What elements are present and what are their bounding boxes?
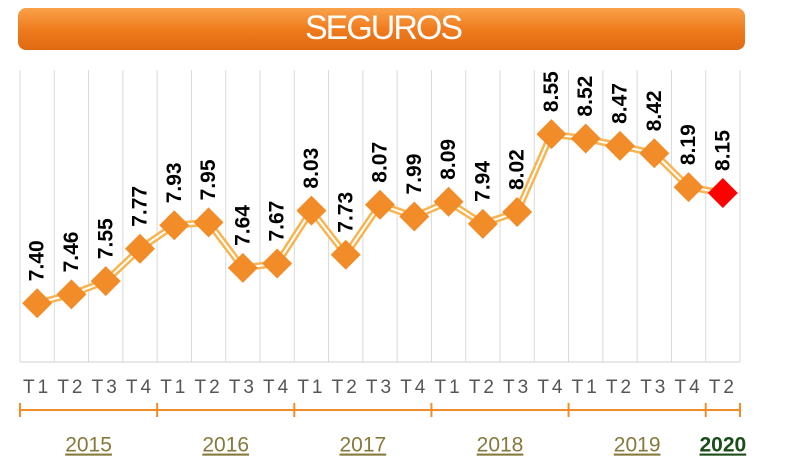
marker: [330, 239, 361, 270]
data-label: 7.55: [94, 218, 117, 259]
marker: [570, 123, 601, 154]
marker: [536, 119, 567, 150]
x-tick-label: T3: [640, 377, 668, 398]
marker: [193, 207, 224, 238]
marker: [125, 233, 155, 264]
x-tick-label: T1: [160, 377, 188, 398]
x-tick-label: T1: [434, 377, 462, 398]
x-tick-label: T4: [537, 377, 565, 398]
marker: [605, 130, 635, 161]
marker: [262, 248, 293, 279]
data-label: 8.03: [300, 148, 323, 189]
x-tick-label: T2: [57, 377, 85, 398]
x-tick-label: T2: [332, 377, 360, 398]
data-label: 8.42: [643, 90, 666, 131]
data-label: 7.64: [231, 205, 254, 246]
title-banner: [18, 8, 745, 50]
x-tick-label: T3: [366, 377, 394, 398]
marker: [467, 208, 498, 239]
data-label: 8.07: [369, 142, 392, 183]
x-tick-label: T3: [229, 377, 257, 398]
x-tick-label: T4: [126, 377, 154, 398]
x-tick-label: T1: [572, 377, 600, 398]
data-label: 8.19: [677, 124, 700, 165]
x-tick-label: T4: [400, 377, 428, 398]
x-tick-label: T3: [92, 377, 120, 398]
data-label: 8.09: [437, 139, 460, 180]
marker: [502, 197, 533, 228]
marker: [90, 266, 121, 297]
year-label: 2020: [699, 434, 746, 457]
year-label: 2015: [65, 434, 112, 457]
data-label: 8.15: [711, 130, 734, 171]
marker: [56, 279, 87, 310]
marker: [22, 288, 53, 319]
data-label: 7.46: [60, 232, 83, 273]
x-tick-label: T2: [709, 377, 737, 398]
data-label: 8.02: [506, 149, 529, 190]
x-tick-label: T1: [23, 377, 51, 398]
x-tick-label: T1: [297, 377, 325, 398]
data-label: 7.93: [163, 162, 186, 203]
data-label: 7.99: [403, 154, 426, 195]
data-label: 8.52: [574, 76, 597, 117]
marker: [673, 172, 704, 203]
year-label: 2019: [614, 434, 661, 457]
marker: [227, 252, 258, 283]
marker: [707, 177, 738, 208]
data-label: 8.55: [540, 71, 563, 112]
data-label: 7.95: [197, 159, 220, 200]
data-label: 7.67: [266, 201, 289, 242]
year-label: 2016: [202, 434, 249, 457]
data-label: 7.77: [129, 186, 152, 227]
year-label: 2018: [477, 434, 524, 457]
x-tick-label: T2: [194, 377, 222, 398]
year-label: 2017: [339, 434, 386, 457]
x-tick-label: T2: [606, 377, 634, 398]
data-label: 7.73: [334, 192, 357, 233]
x-tick-label: T4: [263, 377, 291, 398]
marker: [433, 186, 464, 217]
marker: [365, 189, 395, 220]
data-label: 7.40: [26, 240, 49, 281]
marker: [296, 195, 327, 226]
marker: [639, 138, 670, 169]
marker: [399, 201, 430, 232]
marker: [159, 210, 190, 241]
data-label: 8.47: [609, 83, 632, 124]
x-tick-label: T2: [469, 377, 497, 398]
data-label: 7.94: [471, 161, 494, 202]
x-tick-label: T4: [674, 377, 702, 398]
chart-title: SEGUROS: [305, 9, 462, 47]
x-tick-label: T3: [503, 377, 531, 398]
